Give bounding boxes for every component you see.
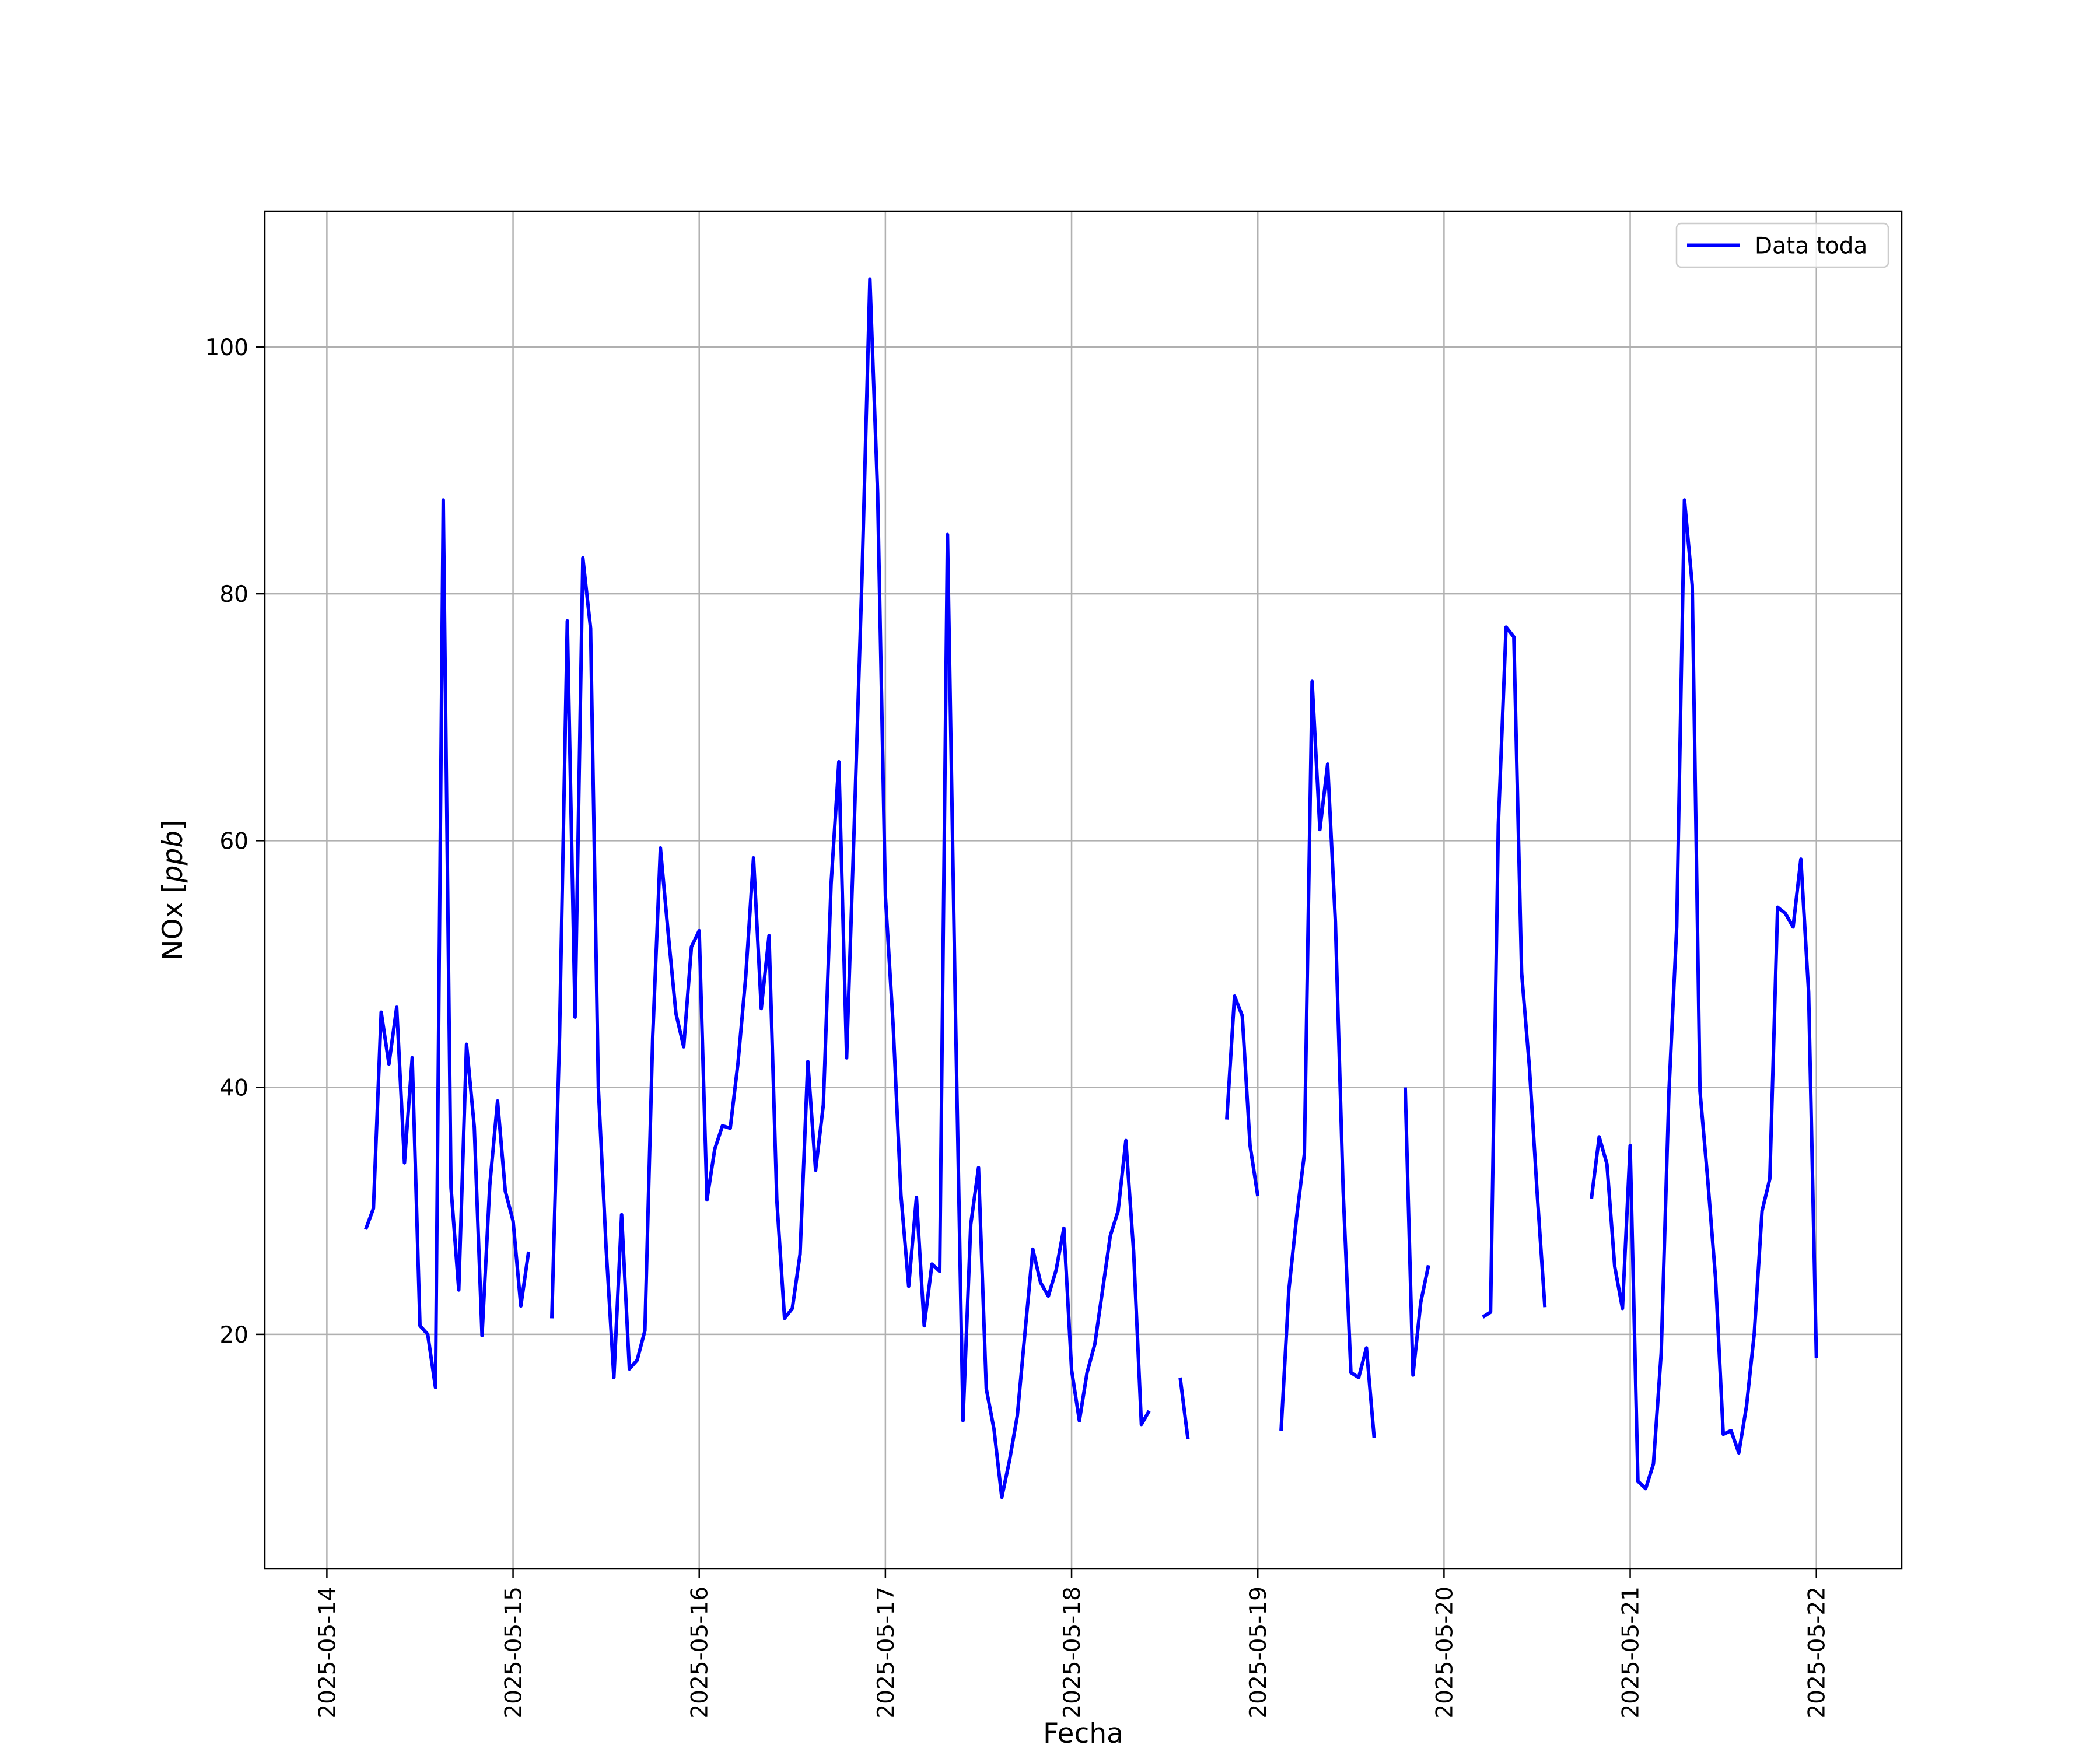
y-tick-label: 40	[219, 1075, 249, 1102]
legend-label: Data toda	[1755, 233, 1867, 260]
x-tick-label: 2025-05-18	[1059, 1586, 1086, 1719]
legend: Data toda	[1676, 223, 1888, 267]
x-tick-label: 2025-05-16	[687, 1586, 713, 1719]
y-axis-label: NOx [ppb]	[157, 819, 189, 960]
x-tick-label: 2025-05-20	[1432, 1586, 1458, 1719]
y-axis-label-bracket-open: [	[157, 882, 189, 902]
x-tick-label: 2025-05-21	[1618, 1586, 1644, 1719]
y-tick-label: 60	[219, 828, 249, 854]
y-axis-label-text: NOx	[157, 902, 189, 961]
x-tick-label: 2025-05-19	[1245, 1586, 1272, 1719]
y-tick-label: 80	[219, 581, 249, 608]
x-tick-label: 2025-05-14	[314, 1586, 341, 1719]
y-axis-label-unit: ppb	[157, 831, 189, 884]
y-tick-label: 100	[205, 335, 249, 361]
y-tick-label: 20	[219, 1322, 249, 1348]
x-tick-label: 2025-05-17	[873, 1586, 900, 1719]
x-tick-label: 2025-05-22	[1804, 1586, 1831, 1719]
x-axis-label: Fecha	[1043, 1718, 1124, 1750]
x-tick-label: 2025-05-15	[501, 1586, 527, 1719]
y-axis-label-bracket-close: ]	[157, 819, 189, 830]
